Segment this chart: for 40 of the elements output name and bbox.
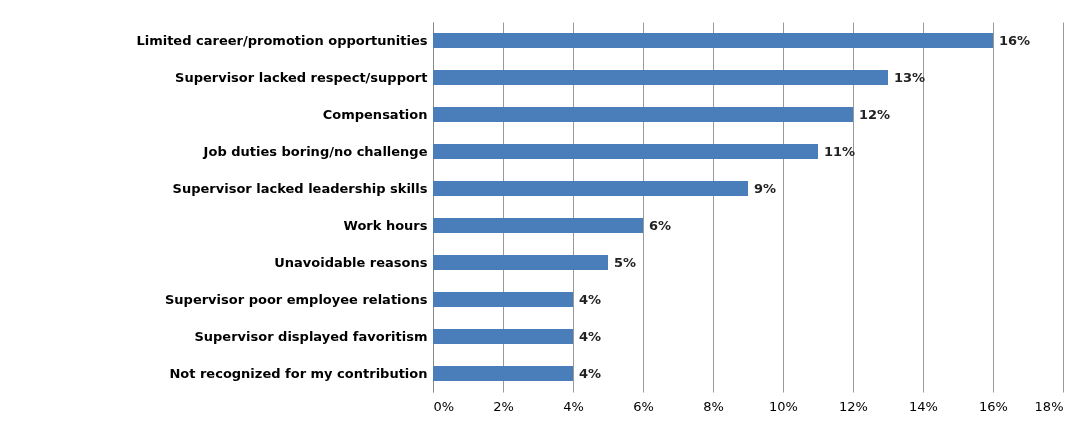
y-tick-label: Supervisor displayed favoritism	[194, 328, 428, 344]
bar	[433, 255, 608, 270]
data-label: 6%	[649, 217, 672, 233]
data-label: 4%	[579, 365, 602, 381]
bar	[433, 181, 748, 196]
data-label: 9%	[754, 180, 777, 196]
bar	[433, 107, 853, 122]
bar	[433, 144, 818, 159]
y-tick-label: Work hours	[343, 217, 428, 233]
data-label: 12%	[859, 106, 891, 122]
y-tick-label: Not recognized for my contribution	[169, 365, 428, 381]
y-tick-label: Supervisor lacked leadership skills	[172, 180, 428, 196]
x-tick-label: 4%	[563, 398, 584, 414]
x-tick-label: 8%	[703, 398, 724, 414]
data-label: 16%	[999, 32, 1031, 48]
x-tick-label: 14%	[909, 398, 938, 414]
y-tick-label: Job duties boring/no challenge	[202, 143, 428, 159]
y-tick-label: Compensation	[322, 106, 428, 122]
bar	[433, 329, 573, 344]
x-tick-label: 18%	[1034, 398, 1064, 414]
y-tick-label: Supervisor poor employee relations	[164, 291, 428, 307]
bar	[433, 218, 643, 233]
y-tick-label: Supervisor lacked respect/support	[175, 69, 428, 85]
data-label: 5%	[614, 254, 637, 270]
data-label: 11%	[824, 143, 856, 159]
y-tick-label: Limited career/promotion opportunities	[136, 32, 428, 48]
bar	[433, 292, 573, 307]
x-tick-label: 16%	[979, 398, 1008, 414]
bar	[433, 70, 888, 85]
data-label: 4%	[579, 291, 602, 307]
x-tick-label: 10%	[769, 398, 798, 414]
data-label: 4%	[579, 328, 602, 344]
bar	[433, 33, 993, 48]
x-tick-label: 12%	[839, 398, 868, 414]
y-tick-label: Unavoidable reasons	[274, 254, 428, 270]
x-tick-label: 6%	[633, 398, 654, 414]
x-tick-label: 2%	[493, 398, 514, 414]
x-tick-label: 0%	[433, 398, 455, 414]
data-label: 13%	[894, 69, 926, 85]
bar	[433, 366, 573, 381]
